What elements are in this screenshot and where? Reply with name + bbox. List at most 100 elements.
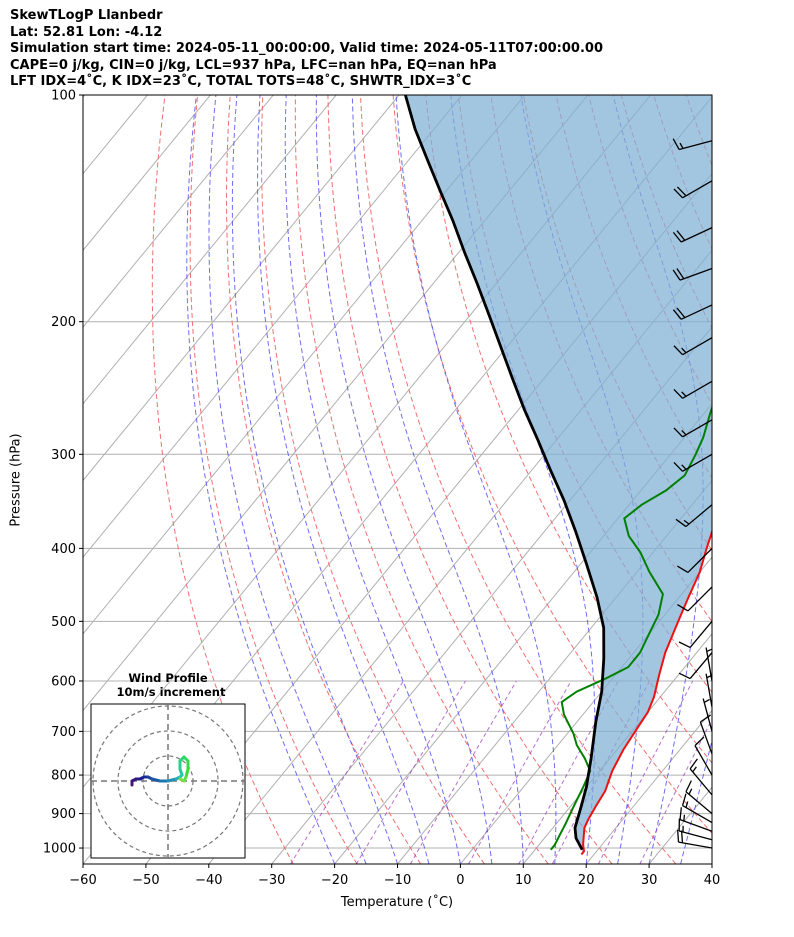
dry-adiabat-line	[360, 95, 677, 864]
y-tick-label: 800	[51, 769, 76, 784]
x-tick-label: 20	[578, 873, 595, 888]
dry-adiabat-line	[294, 95, 549, 864]
wind-barb	[678, 652, 713, 680]
parcel-shading	[405, 95, 712, 855]
dry-adiabat-line	[260, 95, 485, 864]
y-tick-label: 100	[51, 89, 76, 104]
y-tick-label: 500	[51, 615, 76, 630]
moist-adiabat-line	[711, 862, 712, 864]
hodograph-trace	[130, 755, 190, 787]
wind-barb	[673, 453, 713, 472]
dry-adiabat-line	[752, 95, 794, 864]
isotherm-line	[83, 95, 274, 328]
title-line-cape: CAPE=0 j/kg, CIN=0 j/kg, LCL=937 hPa, LF…	[10, 57, 497, 73]
wind-barbs	[672, 138, 713, 849]
isotherm-line	[83, 95, 463, 558]
mixing-ratio-line	[290, 680, 404, 864]
wind-barb	[677, 547, 713, 573]
wind-barb	[679, 807, 713, 832]
dry-adiabat-line	[189, 95, 358, 864]
x-tick-label: −40	[195, 873, 222, 888]
wind-barb	[699, 714, 713, 755]
x-tick-label: −10	[384, 873, 411, 888]
parcel-line	[404, 95, 606, 851]
wind-barb	[694, 736, 713, 776]
cin-cape-shade	[405, 95, 712, 855]
y-tick-label: 700	[51, 725, 76, 740]
moist-adiabat-line	[395, 95, 557, 864]
wind-barb	[673, 419, 713, 438]
moist-adiabat-line	[612, 95, 704, 864]
wind-barb	[681, 793, 713, 824]
moist-adiabat-line	[231, 95, 398, 864]
wind-barb	[673, 180, 713, 199]
mixing-ratio-line	[639, 718, 712, 864]
dry-adiabat-line	[225, 95, 422, 864]
isotherm-line	[711, 863, 712, 864]
dry-adiabat-line	[151, 95, 294, 864]
moist-adiabat-line	[208, 95, 367, 864]
isotherm-line	[83, 95, 211, 252]
wind-barb	[676, 829, 713, 849]
profile-series	[404, 95, 712, 856]
wind-barb	[677, 586, 713, 612]
y-axis-ticks: 100 200 300 400 500 600 700 800 900 1000	[43, 89, 83, 857]
x-axis-label: Temperature (˚C)	[340, 895, 454, 910]
isotherm-line	[585, 709, 712, 864]
isotherm-line	[83, 95, 400, 482]
y-tick-label: 900	[51, 807, 76, 822]
wind-barb	[705, 647, 713, 682]
dry-adiabat-line	[719, 95, 794, 864]
isotherm-line	[83, 95, 337, 405]
wind-barb	[702, 698, 713, 732]
x-axis-ticks: −60 −50 −40 −30 −20 −10 0 10 20 30 40	[69, 864, 720, 888]
mixing-ratio-line	[409, 680, 517, 864]
title-line-location: Lat: 52.81 Lon: -4.12	[10, 24, 163, 40]
dry-adiabat-line	[327, 95, 613, 864]
title-line-station: SkewTLogP Llanbedr	[10, 8, 163, 23]
moist-adiabat-line	[351, 95, 524, 864]
temperature-line	[580, 528, 712, 856]
title-block: SkewTLogP Llanbedr Lat: 52.81 Lon: -4.12…	[10, 8, 790, 91]
x-tick-label: 30	[641, 873, 658, 888]
y-axis-label: Pressure (hPa)	[8, 433, 24, 527]
moist-adiabat-line	[186, 95, 336, 864]
isotherm-line	[460, 556, 712, 864]
mixing-ratio-line	[355, 680, 466, 864]
dewpoint-line	[550, 404, 712, 851]
x-tick-label: 40	[704, 873, 721, 888]
wind-barb	[672, 267, 713, 281]
wind-barb	[673, 380, 713, 399]
mixing-ratio-line	[597, 680, 694, 864]
x-tick-label: −20	[321, 873, 348, 888]
title-line-times: Simulation start time: 2024-05-11_00:00:…	[10, 41, 603, 56]
x-tick-label: −50	[132, 873, 159, 888]
y-tick-label: 300	[51, 448, 76, 463]
dry-adiabat-line	[784, 95, 794, 864]
wind-barb	[672, 227, 713, 243]
hodograph-segment	[178, 777, 186, 783]
wind-barb	[672, 304, 713, 320]
y-tick-label: 400	[51, 542, 76, 557]
y-tick-label: 1000	[43, 842, 76, 857]
wind-barb	[673, 337, 713, 356]
dry-adiabat-line	[392, 95, 712, 835]
x-tick-label: −30	[258, 873, 285, 888]
x-tick-label: 0	[456, 873, 464, 888]
moist-adiabat-line	[257, 95, 430, 864]
title-line-indices: LFT IDX=4˚C, K IDX=23˚C, TOTAL TOTS=48˚C…	[10, 74, 472, 89]
x-tick-label: −60	[69, 873, 96, 888]
hodograph-subtitle: 10m/s increment	[117, 685, 226, 699]
isotherm-line	[775, 95, 794, 864]
hodograph-ring	[117, 730, 219, 832]
wind-barb	[672, 138, 713, 151]
isotherm-line	[83, 95, 526, 635]
wind-barb	[685, 780, 713, 815]
wind-barb	[678, 818, 713, 841]
wind-barb	[675, 504, 713, 528]
wind-barb	[678, 620, 713, 648]
moist-adiabat-line	[284, 95, 461, 864]
isotherm-line	[397, 479, 712, 864]
x-tick-label: 10	[515, 873, 532, 888]
